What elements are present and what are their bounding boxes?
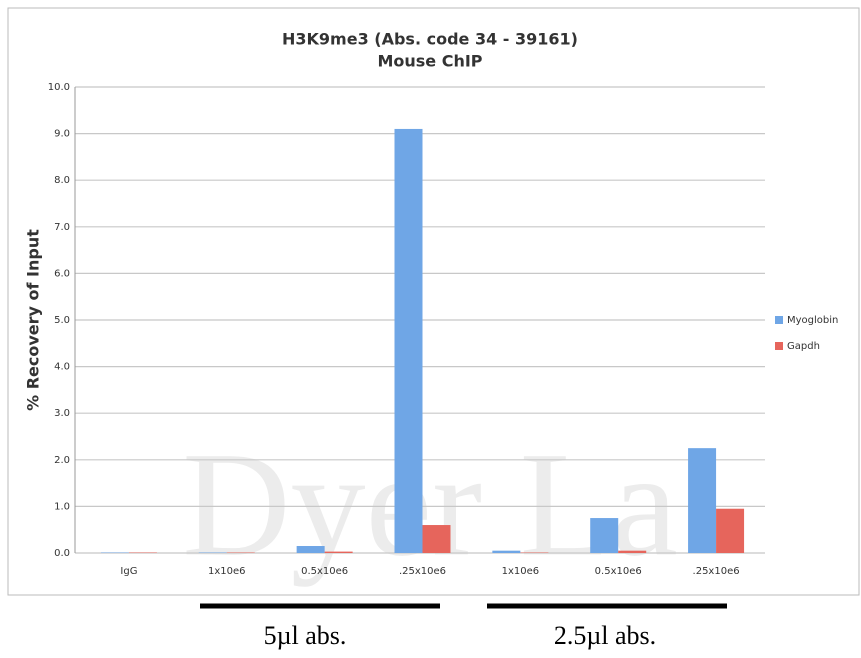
plot: 0.0 1.0 2.0 3.0 4.0 5.0 6.0 7.0 8.0 9.0 10.0 IgG 1x1… [48, 82, 839, 577]
bar [590, 518, 619, 553]
chart-title: H3K9me3 (Abs. code 34 - 39161) [282, 30, 578, 49]
y-tick-label: 5.0 [54, 315, 70, 326]
group-label: 2.5µl abs. [554, 621, 656, 650]
x-tick-label: 1x10e6 [208, 566, 246, 577]
x-tick-label: IgG [120, 566, 137, 577]
legend-label: Gapdh [787, 341, 820, 352]
y-tick-label: 4.0 [54, 362, 70, 373]
bar [324, 551, 353, 553]
y-tick-label: 8.0 [54, 175, 70, 186]
bar [618, 550, 647, 553]
y-tick-label: 10.0 [48, 82, 70, 93]
y-tick-label: 0.0 [54, 548, 70, 559]
chart-frame [7, 7, 860, 596]
bar [296, 546, 325, 553]
x-tick-label: 0.5x10e6 [595, 566, 642, 577]
bar [492, 550, 521, 553]
x-tick-label: .25x10e6 [693, 566, 740, 577]
y-tick-label: 7.0 [54, 222, 70, 233]
legend-swatch [775, 342, 783, 350]
y-tick-label: 1.0 [54, 501, 70, 512]
watermark: Dyer La [182, 421, 678, 587]
y-tick-label: 3.0 [54, 408, 70, 419]
y-tick-label: 2.0 [54, 455, 70, 466]
group-label: 5µl abs. [264, 621, 347, 650]
bar [394, 128, 423, 553]
x-tick-label: .25x10e6 [399, 566, 446, 577]
bar [716, 508, 745, 553]
bar [422, 525, 451, 553]
bar [688, 448, 717, 553]
y-tick-label: 6.0 [54, 268, 70, 279]
legend-swatch [775, 316, 783, 324]
y-tick-label: 9.0 [54, 129, 70, 140]
x-tick-label: 0.5x10e6 [301, 566, 348, 577]
x-tick-label: 1x10e6 [502, 566, 540, 577]
y-axis-label: % Recovery of Input [24, 229, 43, 411]
chart-subtitle: Mouse ChIP [377, 52, 482, 71]
legend-label: Myoglobin [787, 315, 838, 326]
